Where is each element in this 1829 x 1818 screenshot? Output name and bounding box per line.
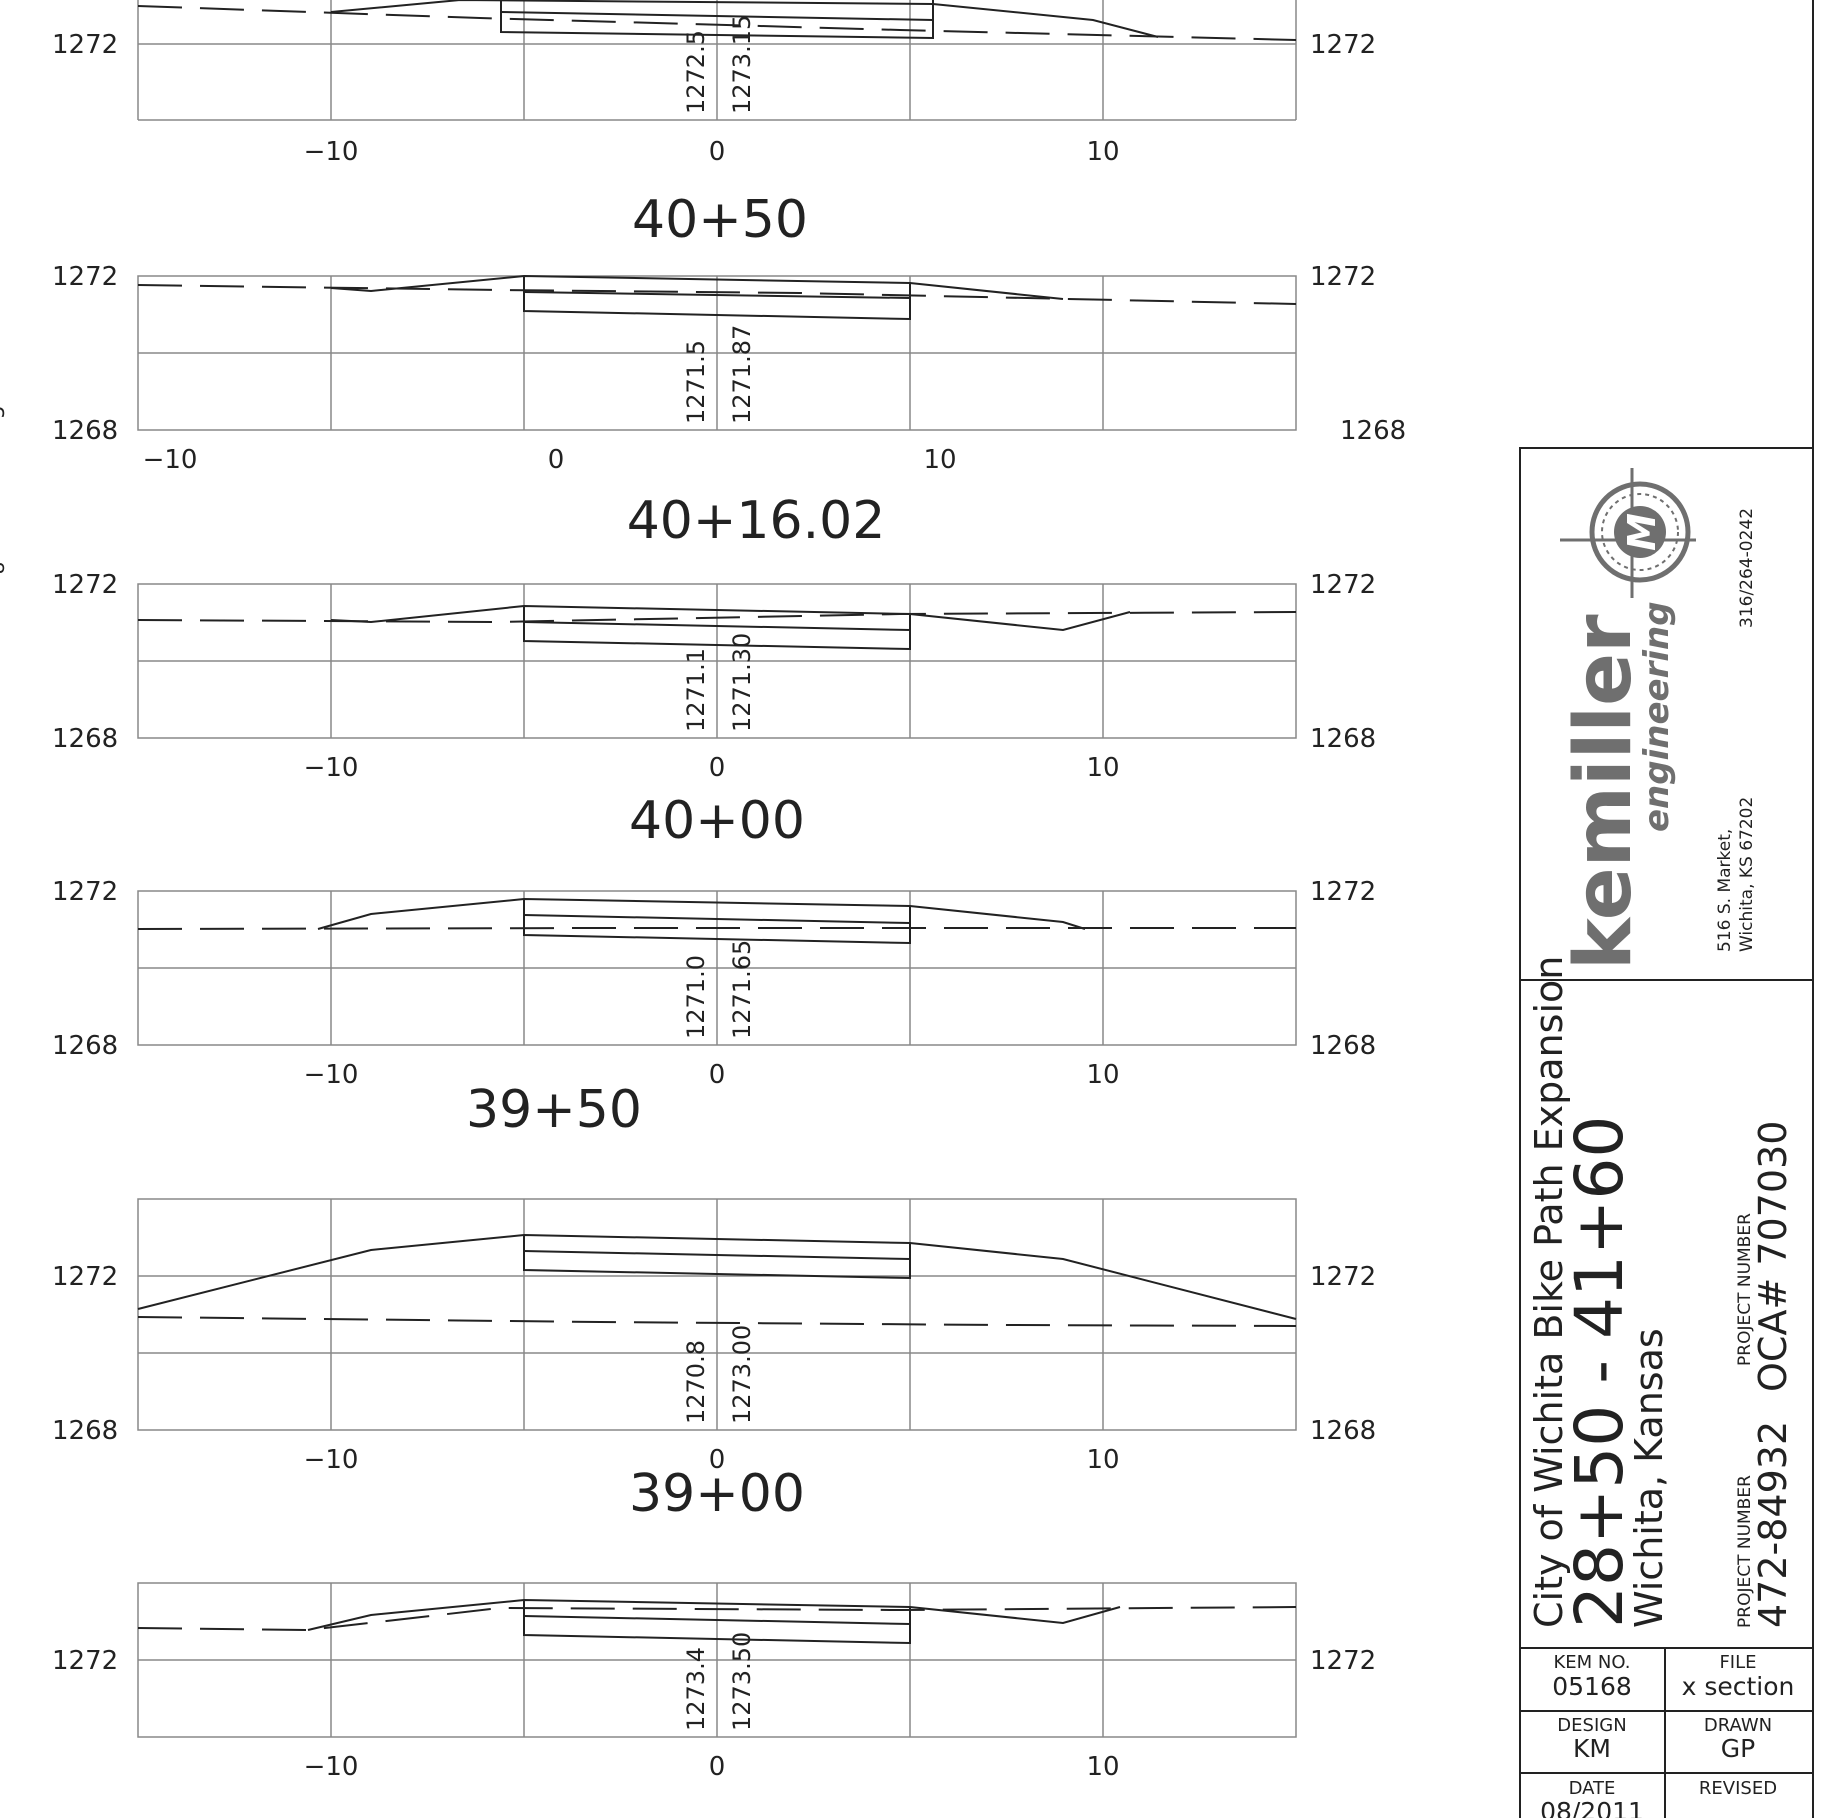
design-value: KM <box>1573 1734 1611 1763</box>
elev-label-right: 1272 <box>1310 570 1376 600</box>
elev-label-right: 1272 <box>1310 877 1376 907</box>
elev-label-right: 1268 <box>1310 1031 1376 1061</box>
elev-label-left: 1268 <box>52 724 118 754</box>
station-label: 40+00 <box>629 791 805 851</box>
elev-label-left: 1268 <box>52 1031 118 1061</box>
elev-label-right: 1272 <box>1310 30 1376 60</box>
x-tick-label: −10 <box>304 1752 359 1782</box>
station-label: 39+50 <box>466 1080 642 1140</box>
section-panel: 39+00 1273.4 1273.50 1272 1272 −10 0 10 <box>52 1464 1376 1782</box>
file-value: x section <box>1682 1672 1795 1701</box>
elevation-callout: 1271.87 <box>728 325 756 424</box>
section-panel: 39+50 1270.8 1273.00 1272 1268 1272 1268… <box>52 1080 1376 1475</box>
section-panel: 1272.5 1273.15 1272 1272 −10 0 10 <box>52 0 1376 167</box>
x-tick-label: 10 <box>1086 137 1119 167</box>
elev-label-right: 1272 <box>1310 1262 1376 1292</box>
elevation-callout: 1271.5 <box>682 340 710 424</box>
kem-no-label: KEM NO. <box>1553 1652 1630 1673</box>
x-tick-label: −10 <box>304 1060 359 1090</box>
elev-label-right: 1268 <box>1310 1416 1376 1446</box>
x-tick-label: 0 <box>709 753 726 783</box>
kem-no-value: 05168 <box>1552 1672 1632 1701</box>
elev-label-right: 1268 <box>1340 416 1406 446</box>
logo-monogram: M <box>1620 513 1664 551</box>
x-tick-label: 0 <box>548 445 565 475</box>
title-block: M kemiller engineering 516 S. Market, Wi… <box>1520 448 1813 1818</box>
elev-label-left: 1268 <box>52 416 118 446</box>
elev-label-left: 1272 <box>52 877 118 907</box>
station-label: 40+16.02 <box>627 491 886 551</box>
date-value: 08/2011 <box>1540 1797 1644 1818</box>
drawn-value: GP <box>1721 1734 1755 1763</box>
company-logo: M kemiller engineering <box>1559 468 1696 970</box>
logo-wordmark: kemiller <box>1559 614 1649 970</box>
elev-label-right: 1272 <box>1310 1646 1376 1676</box>
revised-label: REVISED <box>1699 1778 1777 1799</box>
elevation-callout: 1271.65 <box>728 940 756 1039</box>
x-tick-label: 0 <box>709 137 726 167</box>
elev-label-left: 1268 <box>52 1416 118 1446</box>
elevation-callout: 1273.15 <box>728 15 756 114</box>
section-panel: 40+50 1271.5 1271.87 1272 1268 1272 1268… <box>52 190 1406 475</box>
existing-ground-line <box>138 928 1296 929</box>
elevation-callout: 1271.1 <box>682 648 710 732</box>
section-panel: 40+16.02 1271.1 1271.30 1272 1268 1272 1… <box>52 491 1376 783</box>
address-line-2: Wichita, KS 67202 <box>1737 797 1757 952</box>
station-label: 39+00 <box>629 1464 805 1524</box>
elev-label-left: 1272 <box>52 570 118 600</box>
elev-label-left: 1272 <box>52 1646 118 1676</box>
design-label: DESIGN <box>1557 1715 1626 1736</box>
address-line-1: 516 S. Market, <box>1715 829 1735 952</box>
elev-label-right: 1272 <box>1310 262 1376 292</box>
x-tick-label: 10 <box>1086 753 1119 783</box>
project-number-value: OCA# 707030 <box>1751 1121 1795 1392</box>
margin-mark: 8 <box>0 562 9 575</box>
project-number-value: 472-84932 <box>1751 1421 1795 1628</box>
elevation-callout: 1271.30 <box>728 633 756 732</box>
date-label: DATE <box>1569 1778 1616 1799</box>
x-tick-label: 0 <box>709 1752 726 1782</box>
margin-mark: 5 <box>0 406 9 419</box>
section-panel: 40+00 1271.0 1271.65 1272 1268 1272 1268… <box>52 791 1376 1090</box>
station-label: 40+50 <box>632 190 808 250</box>
elev-label-left: 1272 <box>52 1262 118 1292</box>
elev-label-right: 1268 <box>1310 724 1376 754</box>
drawn-label: DRAWN <box>1704 1715 1772 1736</box>
x-tick-label: −10 <box>304 1445 359 1475</box>
elevation-callout: 1273.50 <box>728 1632 756 1731</box>
x-tick-label: 10 <box>1086 1445 1119 1475</box>
x-tick-label: −10 <box>143 445 198 475</box>
logo-tagline: engineering <box>1637 601 1677 832</box>
x-tick-label: 0 <box>709 1060 726 1090</box>
x-tick-label: −10 <box>304 137 359 167</box>
elev-label-left: 1272 <box>52 30 118 60</box>
elev-label-left: 1272 <box>52 262 118 292</box>
proposed-profile <box>308 1600 1120 1630</box>
x-tick-label: 10 <box>1086 1752 1119 1782</box>
elevation-callout: 1273.4 <box>682 1647 710 1731</box>
elevation-callout: 1270.8 <box>682 1340 710 1424</box>
file-label: FILE <box>1719 1652 1756 1673</box>
elevation-callout: 1273.00 <box>728 1325 756 1424</box>
x-tick-label: 10 <box>1086 1060 1119 1090</box>
phone-number: 316/264-0242 <box>1737 508 1757 628</box>
elevation-callout: 1272.5 <box>682 30 710 114</box>
x-tick-label: −10 <box>304 753 359 783</box>
project-location: Wichita, Kansas <box>1627 1328 1671 1628</box>
elevation-callout: 1271.0 <box>682 955 710 1039</box>
x-tick-label: 10 <box>923 445 956 475</box>
proposed-profile <box>318 899 1085 929</box>
